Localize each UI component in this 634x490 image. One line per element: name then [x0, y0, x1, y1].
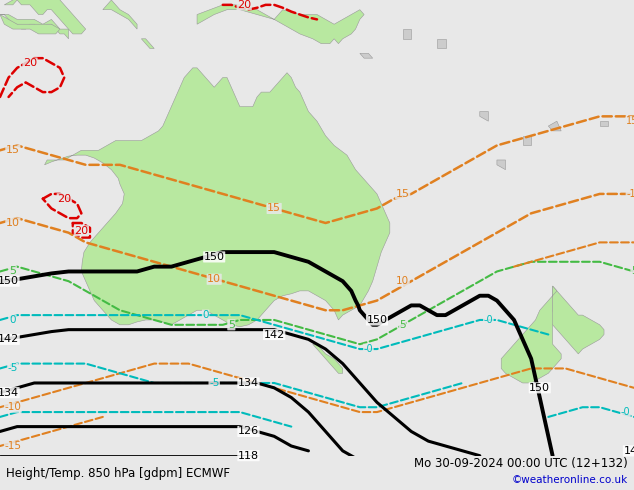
Text: 5: 5	[631, 267, 634, 276]
Polygon shape	[197, 5, 364, 44]
Text: 150: 150	[0, 276, 19, 286]
Polygon shape	[480, 112, 488, 121]
Text: 0: 0	[10, 315, 16, 325]
Text: 142: 142	[623, 446, 634, 456]
Text: 5: 5	[10, 267, 16, 276]
Polygon shape	[0, 15, 60, 34]
Polygon shape	[548, 286, 604, 354]
Text: -0: -0	[621, 407, 630, 417]
Text: 20: 20	[237, 0, 251, 10]
Polygon shape	[403, 29, 411, 39]
Polygon shape	[501, 286, 561, 383]
Text: 150: 150	[204, 252, 224, 262]
Polygon shape	[44, 68, 390, 327]
Text: 20: 20	[57, 194, 71, 204]
Text: Height/Temp. 850 hPa [gdpm] ECMWF: Height/Temp. 850 hPa [gdpm] ECMWF	[6, 467, 230, 480]
Text: -0: -0	[484, 315, 493, 325]
Text: 10: 10	[6, 218, 20, 228]
Text: Mo 30-09-2024 00:00 UTC (12+132): Mo 30-09-2024 00:00 UTC (12+132)	[414, 457, 628, 470]
Text: -15: -15	[4, 441, 22, 451]
Text: 10: 10	[207, 274, 221, 284]
Text: 134: 134	[238, 378, 259, 388]
Text: 5: 5	[228, 320, 235, 330]
Text: 126: 126	[238, 426, 259, 437]
Polygon shape	[313, 344, 343, 373]
Text: -5: -5	[8, 364, 18, 373]
Polygon shape	[437, 39, 446, 49]
Text: 150: 150	[366, 315, 387, 325]
Text: -5: -5	[209, 378, 219, 388]
Text: 5: 5	[399, 320, 406, 330]
Polygon shape	[548, 121, 561, 131]
Text: 20: 20	[23, 58, 37, 68]
Polygon shape	[360, 53, 373, 58]
Polygon shape	[103, 0, 137, 29]
Text: 150: 150	[529, 383, 550, 393]
Text: 134: 134	[0, 388, 19, 398]
Text: 15: 15	[6, 145, 20, 155]
Text: 15: 15	[267, 203, 281, 214]
Text: 15-: 15-	[626, 116, 634, 126]
Text: 10: 10	[396, 276, 409, 286]
Text: 0: 0	[202, 310, 209, 320]
Polygon shape	[141, 39, 154, 49]
Text: 15: 15	[396, 189, 410, 199]
Polygon shape	[497, 160, 505, 170]
Polygon shape	[0, 15, 68, 39]
Text: 20: 20	[74, 226, 89, 236]
Polygon shape	[4, 0, 86, 34]
Text: -10: -10	[4, 402, 22, 412]
Text: 118: 118	[238, 451, 259, 461]
Polygon shape	[522, 136, 531, 146]
Text: 142: 142	[0, 334, 19, 344]
Text: 142: 142	[264, 329, 285, 340]
Polygon shape	[600, 121, 608, 126]
Text: -0: -0	[363, 344, 373, 354]
Text: ©weatheronline.co.uk: ©weatheronline.co.uk	[512, 475, 628, 485]
Text: -10: -10	[626, 189, 634, 199]
